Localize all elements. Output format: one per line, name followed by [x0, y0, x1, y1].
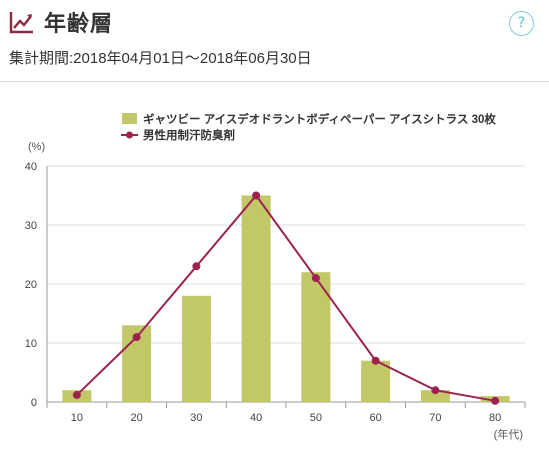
y-tick-label: 20 — [25, 279, 37, 291]
x-axis-label: (年代) — [494, 427, 523, 441]
line-series — [72, 191, 500, 405]
bar — [301, 272, 331, 402]
series-line — [76, 193, 496, 402]
chart-svg: ギャツビー アイスデオドラントボディペーパー アイスシトラス 30枚男性用制汗防… — [25, 112, 526, 441]
x-tick-label: 10 — [71, 412, 83, 424]
legend-label-bar: ギャツビー アイスデオドラントボディペーパー アイスシトラス 30枚 — [143, 112, 496, 126]
help-icon[interactable]: ? — [509, 11, 534, 36]
chart-grid — [47, 165, 525, 403]
x-tick-label: 50 — [310, 412, 322, 424]
x-tick-label: 20 — [131, 412, 143, 424]
bar-series — [62, 195, 510, 402]
line-point — [72, 390, 81, 399]
bar — [420, 390, 450, 402]
x-tick-label: 60 — [370, 412, 382, 424]
age-chart: ギャツビー アイスデオドラントボディペーパー アイスシトラス 30枚 男性用制汗防… — [0, 90, 549, 468]
line-point — [491, 396, 500, 405]
line-point — [132, 333, 141, 342]
chart-axes: (%) 0 10 20 30 40 10 20 30 40 50 60 70 80 (年代) — [25, 141, 526, 441]
line-point — [192, 262, 201, 271]
y-tick-label: 40 — [25, 161, 37, 173]
y-tick-label: 30 — [25, 220, 37, 232]
page-title: 年齢層 — [44, 11, 114, 36]
line-point — [431, 386, 440, 395]
legend-swatch-bar — [122, 113, 137, 124]
x-tick-label: 80 — [489, 412, 501, 424]
date-range: 集計期間:2018年04月01日～2018年06月30日 — [9, 50, 312, 67]
legend-label-line: 男性用制汗防臭剤 — [143, 128, 235, 142]
x-tick-label: 30 — [190, 412, 202, 424]
legend-marker-line — [126, 131, 133, 139]
line-point — [371, 356, 380, 365]
y-tick-label: 10 — [25, 338, 37, 350]
x-tick-label: 70 — [429, 412, 441, 424]
line-point — [311, 274, 320, 283]
trend-line-icon — [9, 12, 33, 34]
bar — [181, 295, 211, 402]
page-header: 年齢層 ? 集計期間:2018年04月01日～2018年06月30日 — [0, 0, 549, 82]
line-point — [252, 191, 261, 200]
x-tick-label: 40 — [250, 412, 262, 424]
bar — [241, 195, 271, 402]
chart-legend: ギャツビー アイスデオドラントボディペーパー アイスシトラス 30枚男性用制汗防… — [121, 112, 496, 142]
bar — [361, 360, 391, 402]
y-tick-label: 0 — [31, 397, 37, 409]
y-axis-label: (%) — [28, 141, 45, 153]
